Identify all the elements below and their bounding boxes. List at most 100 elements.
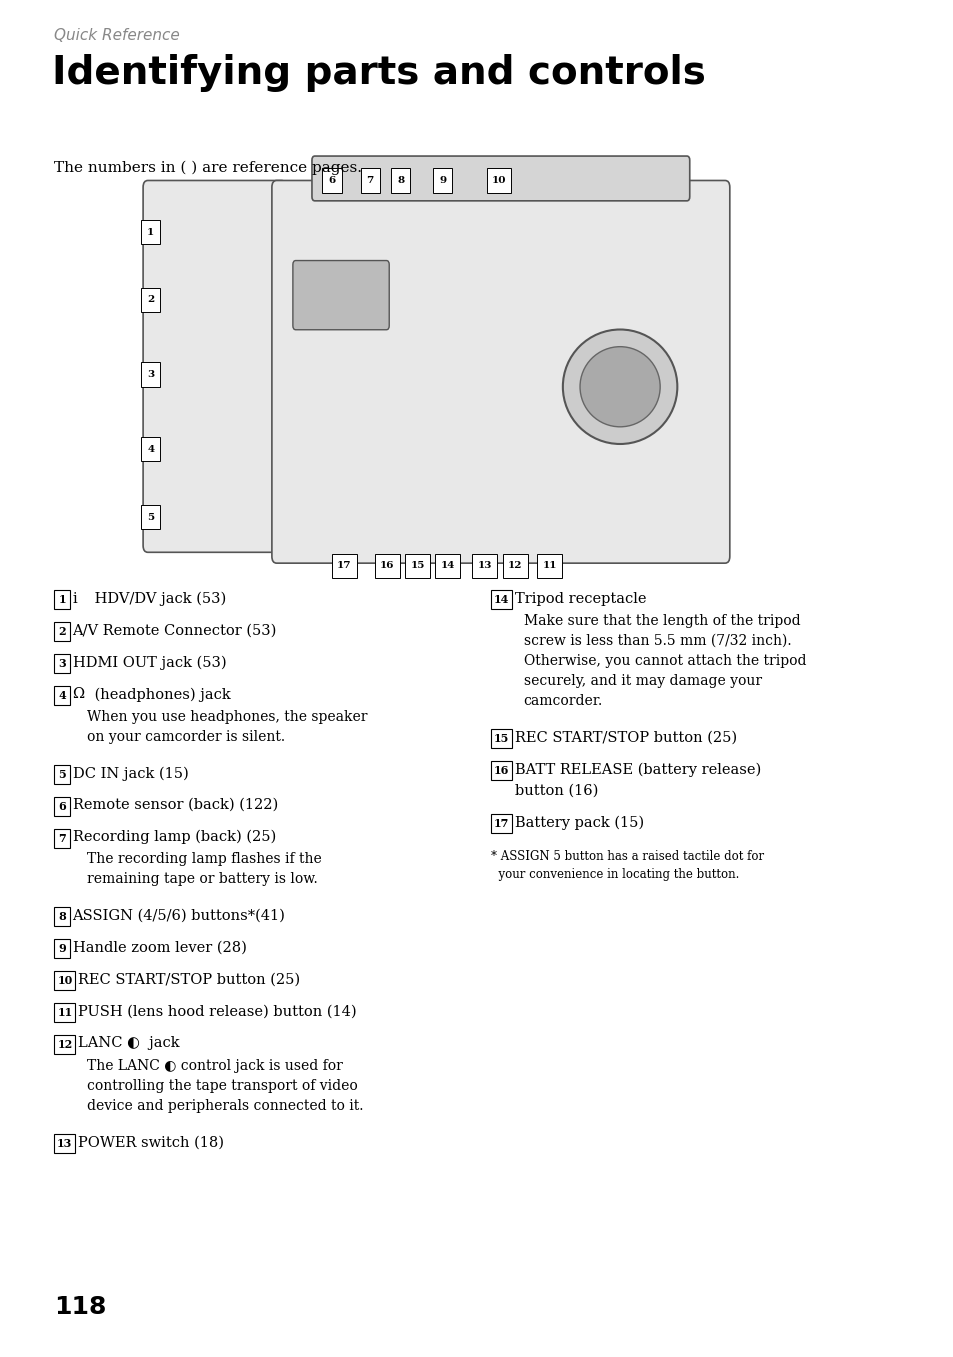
FancyBboxPatch shape bbox=[141, 220, 160, 244]
FancyBboxPatch shape bbox=[375, 554, 399, 578]
FancyBboxPatch shape bbox=[54, 908, 70, 927]
Text: 12: 12 bbox=[57, 1039, 72, 1050]
Text: 3: 3 bbox=[147, 370, 154, 379]
Text: ASSIGN (4/5/6) buttons*(41): ASSIGN (4/5/6) buttons*(41) bbox=[72, 909, 285, 923]
Text: Otherwise, you cannot attach the tripod: Otherwise, you cannot attach the tripod bbox=[523, 654, 805, 668]
FancyBboxPatch shape bbox=[472, 554, 497, 578]
Text: DC IN jack (15): DC IN jack (15) bbox=[72, 767, 188, 780]
Text: i: i bbox=[72, 592, 77, 605]
Text: 2: 2 bbox=[58, 626, 66, 638]
FancyBboxPatch shape bbox=[54, 1003, 75, 1022]
Text: The numbers in ( ) are reference pages.: The numbers in ( ) are reference pages. bbox=[54, 160, 362, 175]
Text: camcorder.: camcorder. bbox=[523, 695, 602, 708]
Text: 13: 13 bbox=[476, 562, 492, 570]
FancyBboxPatch shape bbox=[54, 972, 75, 991]
Text: 9: 9 bbox=[438, 176, 446, 185]
Text: When you use headphones, the speaker: When you use headphones, the speaker bbox=[87, 710, 367, 723]
Text: Remote sensor (back) (122): Remote sensor (back) (122) bbox=[72, 798, 277, 811]
Text: remaining tape or battery is low.: remaining tape or battery is low. bbox=[87, 873, 317, 886]
FancyBboxPatch shape bbox=[54, 1134, 75, 1153]
Text: Identifying parts and controls: Identifying parts and controls bbox=[51, 54, 704, 92]
Text: securely, and it may damage your: securely, and it may damage your bbox=[523, 674, 761, 688]
Text: 14: 14 bbox=[439, 562, 455, 570]
FancyBboxPatch shape bbox=[322, 168, 341, 193]
FancyBboxPatch shape bbox=[54, 590, 70, 609]
Text: Handle zoom lever (28): Handle zoom lever (28) bbox=[72, 940, 246, 955]
Text: 7: 7 bbox=[366, 176, 374, 185]
Text: 118: 118 bbox=[54, 1295, 107, 1319]
FancyBboxPatch shape bbox=[491, 814, 512, 833]
Text: 1: 1 bbox=[147, 228, 154, 236]
Text: 11: 11 bbox=[57, 1007, 72, 1018]
FancyBboxPatch shape bbox=[141, 362, 160, 387]
FancyBboxPatch shape bbox=[293, 261, 389, 330]
Text: 1: 1 bbox=[58, 594, 66, 605]
Text: 16: 16 bbox=[379, 562, 395, 570]
Text: 4: 4 bbox=[147, 445, 154, 453]
FancyBboxPatch shape bbox=[141, 288, 160, 312]
Text: POWER switch (18): POWER switch (18) bbox=[78, 1136, 224, 1149]
Text: 6: 6 bbox=[58, 801, 66, 811]
FancyBboxPatch shape bbox=[433, 168, 452, 193]
Text: 17: 17 bbox=[494, 818, 509, 829]
Text: 5: 5 bbox=[147, 513, 154, 521]
Text: HDMI OUT jack (53): HDMI OUT jack (53) bbox=[72, 655, 226, 670]
Text: controlling the tape transport of video: controlling the tape transport of video bbox=[87, 1079, 357, 1092]
Text: 6: 6 bbox=[328, 176, 335, 185]
FancyBboxPatch shape bbox=[491, 590, 512, 609]
Text: Quick Reference: Quick Reference bbox=[54, 28, 180, 43]
FancyBboxPatch shape bbox=[491, 730, 512, 749]
FancyBboxPatch shape bbox=[143, 180, 286, 552]
FancyBboxPatch shape bbox=[54, 829, 70, 848]
Text: 15: 15 bbox=[494, 733, 509, 745]
Text: The recording lamp flashes if the: The recording lamp flashes if the bbox=[87, 852, 321, 866]
Text: your convenience in locating the button.: your convenience in locating the button. bbox=[491, 868, 739, 881]
Text: 13: 13 bbox=[57, 1139, 72, 1149]
Text: 4: 4 bbox=[58, 689, 66, 702]
Text: on your camcorder is silent.: on your camcorder is silent. bbox=[87, 730, 285, 744]
Text: A/V Remote Connector (53): A/V Remote Connector (53) bbox=[72, 624, 276, 638]
FancyBboxPatch shape bbox=[272, 180, 729, 563]
Text: Tripod receptacle: Tripod receptacle bbox=[515, 592, 646, 605]
Text: 16: 16 bbox=[494, 765, 509, 776]
Ellipse shape bbox=[562, 330, 677, 444]
Text: 10: 10 bbox=[57, 976, 72, 987]
Text: 15: 15 bbox=[410, 562, 425, 570]
FancyBboxPatch shape bbox=[486, 168, 511, 193]
Text: 8: 8 bbox=[396, 176, 404, 185]
FancyBboxPatch shape bbox=[54, 685, 70, 706]
Text: REC START/STOP button (25): REC START/STOP button (25) bbox=[515, 730, 737, 745]
FancyBboxPatch shape bbox=[405, 554, 430, 578]
Text: 14: 14 bbox=[494, 594, 509, 605]
Text: 17: 17 bbox=[336, 562, 352, 570]
FancyBboxPatch shape bbox=[54, 765, 70, 784]
Text: Make sure that the length of the tripod: Make sure that the length of the tripod bbox=[523, 613, 800, 628]
Text: BATT RELEASE (battery release): BATT RELEASE (battery release) bbox=[515, 763, 760, 778]
FancyBboxPatch shape bbox=[54, 654, 70, 673]
FancyBboxPatch shape bbox=[391, 168, 410, 193]
Text: 3: 3 bbox=[58, 658, 66, 669]
Text: Battery pack (15): Battery pack (15) bbox=[515, 816, 643, 830]
FancyBboxPatch shape bbox=[54, 939, 70, 958]
Text: * ASSIGN 5 button has a raised tactile dot for: * ASSIGN 5 button has a raised tactile d… bbox=[491, 849, 763, 863]
FancyBboxPatch shape bbox=[537, 554, 561, 578]
Text: 5: 5 bbox=[58, 769, 66, 780]
Text: LANC ◐  jack: LANC ◐ jack bbox=[78, 1037, 180, 1050]
Text: 9: 9 bbox=[58, 943, 66, 954]
Text: 8: 8 bbox=[58, 912, 66, 923]
FancyBboxPatch shape bbox=[435, 554, 459, 578]
Text: (headphones) jack: (headphones) jack bbox=[90, 687, 231, 702]
Text: 7: 7 bbox=[58, 833, 66, 844]
FancyBboxPatch shape bbox=[360, 168, 379, 193]
Text: button (16): button (16) bbox=[515, 784, 598, 798]
Text: 11: 11 bbox=[541, 562, 557, 570]
Text: HDV/DV jack (53): HDV/DV jack (53) bbox=[90, 592, 226, 607]
Text: Ω: Ω bbox=[72, 687, 85, 702]
Text: 10: 10 bbox=[491, 176, 506, 185]
Text: Recording lamp (back) (25): Recording lamp (back) (25) bbox=[72, 830, 275, 844]
Ellipse shape bbox=[579, 346, 659, 427]
FancyBboxPatch shape bbox=[332, 554, 356, 578]
Text: The LANC ◐ control jack is used for: The LANC ◐ control jack is used for bbox=[87, 1058, 342, 1073]
FancyBboxPatch shape bbox=[54, 797, 70, 816]
FancyBboxPatch shape bbox=[502, 554, 527, 578]
